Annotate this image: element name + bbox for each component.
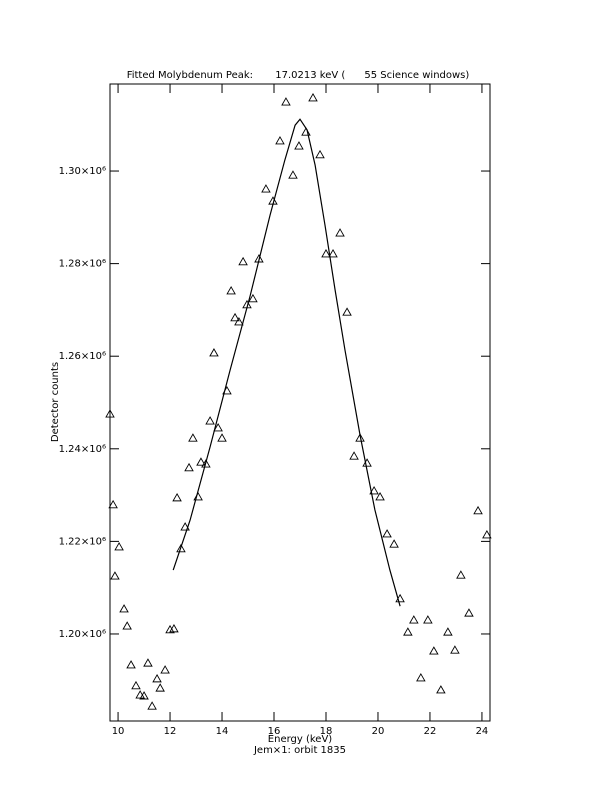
data-point <box>482 529 492 539</box>
data-point <box>184 462 194 472</box>
data-point <box>328 248 338 258</box>
x-tick-label: 24 <box>476 726 489 737</box>
data-point <box>201 459 211 468</box>
data-point <box>217 433 227 442</box>
data-point <box>294 141 304 150</box>
data-point <box>321 248 331 258</box>
y-tick-label: 1.28×10⁶ <box>59 259 106 270</box>
data-point <box>349 451 359 460</box>
data-point <box>342 307 352 316</box>
x-tick-label: 22 <box>424 726 437 737</box>
data-point <box>209 348 219 357</box>
plot-frame <box>109 83 491 722</box>
data-point <box>288 170 298 179</box>
data-point <box>389 539 399 548</box>
data-point <box>119 604 129 613</box>
data-point <box>126 660 136 669</box>
data-point <box>456 570 466 579</box>
data-point <box>416 673 426 682</box>
data-point <box>355 433 365 442</box>
data-point <box>155 683 165 692</box>
data-point <box>261 184 271 193</box>
data-point <box>165 624 175 634</box>
y-tick-label: 1.24×10⁶ <box>59 444 106 455</box>
data-point <box>122 621 132 630</box>
data-point <box>315 149 325 159</box>
y-tick-label: 1.30×10⁶ <box>59 166 106 177</box>
data-point <box>238 256 248 266</box>
y-axis-label: Detector counts <box>50 362 61 442</box>
data-point <box>143 658 153 667</box>
data-point <box>110 571 120 580</box>
y-tick-label: 1.20×10⁶ <box>59 629 106 640</box>
data-point <box>139 691 149 700</box>
data-point <box>176 543 186 553</box>
data-point <box>160 665 170 674</box>
data-point <box>382 529 392 538</box>
x-tick-label: 18 <box>320 726 333 737</box>
x-tick-label: 14 <box>216 726 229 737</box>
data-point <box>248 293 258 303</box>
data-point <box>147 701 157 710</box>
data-point <box>369 486 379 495</box>
data-point <box>108 499 118 509</box>
data-point <box>205 416 215 425</box>
data-point <box>230 312 240 322</box>
data-point <box>403 627 413 636</box>
data-point <box>213 423 223 432</box>
data-point <box>436 685 446 694</box>
x-tick-label: 10 <box>112 726 125 737</box>
chart-title: Fitted Molybdenum Peak: 17.0213 keV ( 55… <box>127 70 470 81</box>
data-point <box>188 433 198 442</box>
data-point <box>172 492 182 502</box>
data-point <box>464 608 474 617</box>
y-tick-label: 1.26×10⁶ <box>59 351 106 362</box>
data-point <box>473 505 483 515</box>
data-point <box>375 492 385 501</box>
data-point <box>275 136 285 145</box>
data-point <box>308 92 318 102</box>
data-point <box>105 409 115 418</box>
data-point <box>234 317 244 326</box>
fit-curve <box>172 118 401 607</box>
data-point <box>409 615 419 624</box>
x-tick-label: 20 <box>372 726 385 737</box>
data-point <box>335 228 345 237</box>
data-point <box>152 673 162 683</box>
data-point <box>131 680 141 690</box>
x-axis-label: Energy (keV) <box>268 734 333 745</box>
x-tick-label: 16 <box>268 726 281 737</box>
data-point <box>114 542 124 551</box>
data-point <box>423 615 433 624</box>
data-point <box>169 623 179 633</box>
data-point <box>281 97 291 106</box>
x-tick-label: 12 <box>164 726 177 737</box>
data-point <box>443 627 453 636</box>
data-point <box>429 646 439 655</box>
data-point <box>196 457 206 466</box>
y-tick-label: 1.22×10⁶ <box>59 536 106 547</box>
data-point <box>180 522 190 531</box>
data-point <box>450 645 460 654</box>
data-point <box>226 286 236 295</box>
subtitle: Jem×1: orbit 1835 <box>253 745 346 756</box>
